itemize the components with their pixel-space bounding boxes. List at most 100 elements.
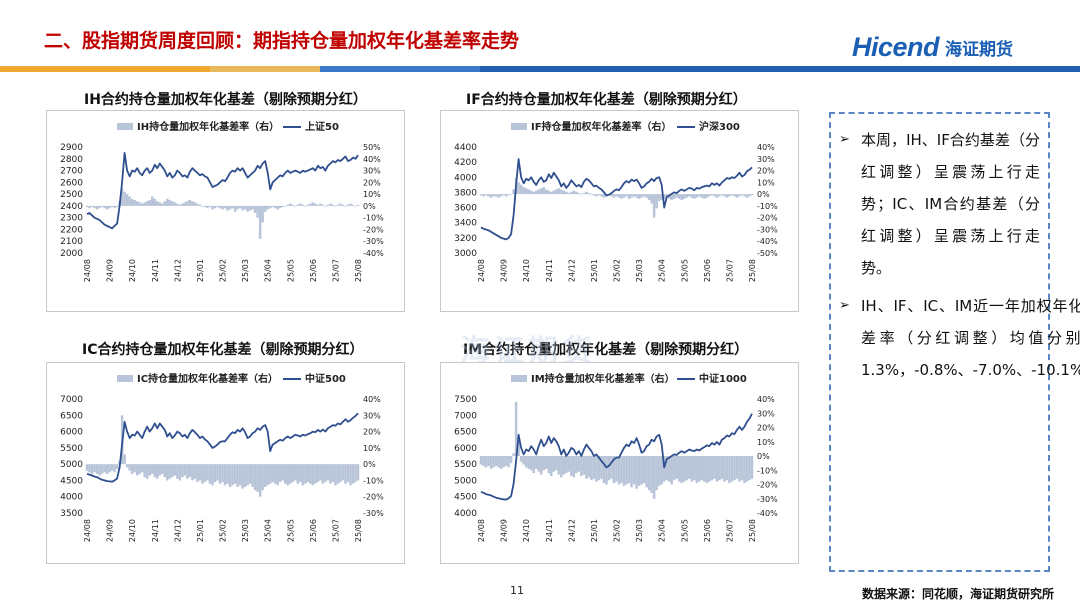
basis-rate-bar <box>487 194 490 197</box>
basis-rate-bar <box>720 456 724 479</box>
basis-rate-bar <box>88 464 91 473</box>
basis-rate-bar <box>286 204 289 206</box>
x-tick-label: 24/12 <box>173 259 182 282</box>
basis-rate-bar <box>703 456 706 482</box>
x-tick-label: 24/09 <box>500 259 509 282</box>
basis-rate-bar <box>221 205 224 210</box>
basis-rate-bar <box>273 464 277 484</box>
basis-rate-bar <box>181 464 184 478</box>
x-tick-label: 24/09 <box>106 259 115 282</box>
basis-rate-bar <box>612 456 616 484</box>
basis-rate-bar <box>329 203 332 206</box>
basis-rate-bar <box>266 464 269 486</box>
basis-rate-bar <box>161 203 164 206</box>
basis-rate-bar <box>216 464 219 481</box>
basis-rate-bar <box>630 456 633 488</box>
basis-rate-bar <box>723 456 726 482</box>
x-tick-label: 25/03 <box>635 259 644 282</box>
basis-rate-bar <box>620 194 623 199</box>
basis-rate-bar <box>610 456 613 479</box>
basis-rate-bar <box>248 464 252 484</box>
basis-rate-bar <box>745 194 749 198</box>
basis-rate-bar <box>324 205 327 207</box>
basis-rate-bar <box>738 456 741 482</box>
basis-rate-bar <box>642 456 646 484</box>
basis-rate-bar <box>103 464 106 473</box>
basis-rate-bar <box>522 187 525 195</box>
basis-rate-bar <box>590 456 593 481</box>
basis-rate-bar <box>133 200 136 206</box>
basis-rate-bar <box>733 194 736 197</box>
basis-rate-bar <box>314 203 317 206</box>
basis-rate-bar <box>148 464 151 476</box>
basis-rate-bar <box>218 205 222 209</box>
basis-rate-bar <box>226 464 229 484</box>
basis-rate-bar <box>597 194 601 196</box>
basis-rate-bar <box>550 456 553 476</box>
basis-rate-bar <box>281 205 284 208</box>
basis-rate-bar <box>105 464 109 474</box>
index-line <box>86 152 359 230</box>
basis-rate-bar <box>502 456 505 468</box>
basis-rate-bar <box>354 464 357 483</box>
basis-rate-bar <box>650 194 653 204</box>
y-left-tick-label: 5500 <box>60 444 83 454</box>
basis-rate-bar <box>527 456 530 469</box>
x-tick-label: 24/11 <box>545 259 554 282</box>
x-tick-label: 25/08 <box>354 259 363 282</box>
y-left-tick-label: 5500 <box>454 460 477 470</box>
y-left-tick-label: 7500 <box>454 395 477 405</box>
basis-rate-bar <box>248 205 252 211</box>
basis-rate-bar <box>226 205 229 211</box>
basis-rate-bar <box>534 456 538 469</box>
y-left-tick-label: 7000 <box>60 395 83 405</box>
basis-rate-bar <box>113 464 116 473</box>
basis-rate-bar <box>637 456 641 486</box>
x-tick-label: 25/02 <box>219 519 228 542</box>
basis-rate-bar <box>730 456 734 482</box>
basis-rate-bar <box>168 200 172 206</box>
basis-rate-bar <box>484 456 488 468</box>
x-tick-label: 25/02 <box>613 519 622 542</box>
basis-rate-bar <box>482 456 485 466</box>
basis-rate-bar <box>590 194 593 195</box>
basis-rate-bar <box>88 205 91 209</box>
basis-rate-bar <box>140 203 144 206</box>
y-right-tick-label: 20% <box>363 178 381 187</box>
header-color-band <box>0 66 1080 72</box>
x-tick-label: 24/11 <box>545 519 554 542</box>
index-line <box>480 413 753 501</box>
basis-rate-bar <box>715 194 719 198</box>
basis-rate-bar <box>725 194 729 198</box>
basis-rate-bar <box>163 201 167 206</box>
basis-rate-bar <box>552 456 556 472</box>
basis-rate-bar <box>351 464 355 484</box>
basis-rate-bar <box>93 205 96 209</box>
basis-rate-bar <box>233 464 237 484</box>
basis-rate-bar <box>153 464 156 478</box>
y-left-tick-label: 6000 <box>454 444 477 454</box>
y-left-tick-label: 2000 <box>60 249 83 259</box>
basis-rate-bar <box>203 205 207 208</box>
basis-rate-bar <box>544 456 548 469</box>
basis-rate-bar <box>640 456 643 485</box>
y-left-tick-label: 4000 <box>454 509 477 519</box>
basis-rate-bar <box>271 205 274 208</box>
x-tick-label: 25/08 <box>748 259 757 282</box>
bullet-item: ➢ IH、IF、IC、IM近一年加权年化基差率（分红调整）均值分别为1.3%，-… <box>839 290 1080 386</box>
basis-rate-bar <box>143 464 146 478</box>
basis-rate-bar <box>677 456 681 482</box>
basis-rate-bar <box>605 456 608 485</box>
chart-im: IM持仓量加权年化基差率（右） 中证1000 7500 7000 6500 6000 550… <box>454 372 778 542</box>
basis-rate-bar <box>351 204 355 206</box>
company-logo: Hicend 海证期货 <box>852 30 1013 64</box>
basis-rate-bar <box>223 464 227 486</box>
x-tick-label: 24/11 <box>151 259 160 282</box>
basis-rate-bar <box>572 190 576 195</box>
basis-rate-bar <box>534 190 538 195</box>
basis-rate-bar <box>211 205 214 210</box>
basis-rate-bar <box>585 456 588 479</box>
basis-rate-bar <box>642 194 646 197</box>
basis-rate-bar <box>743 194 746 197</box>
y-left-tick-label: 3000 <box>454 249 477 259</box>
